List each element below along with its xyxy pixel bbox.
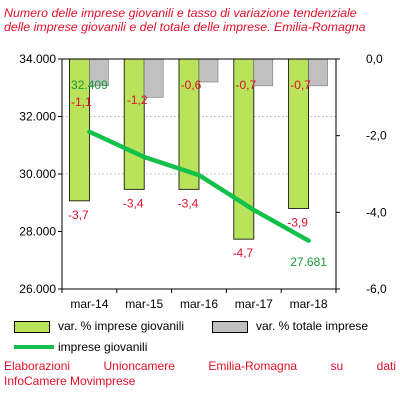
legend-swatch-line	[14, 345, 54, 349]
chart-title: Numero delle imprese giovanili e tasso d…	[4, 6, 396, 34]
legend-label-green: var. % imprese giovanili	[58, 319, 185, 333]
left-tick-label-3: 32.000	[19, 110, 56, 124]
green-bar-label-mar-18: -3,9	[287, 216, 308, 230]
green-bar-label-mar-15: -3,4	[123, 196, 144, 210]
legend-item-grey: var. % totale imprese	[212, 319, 400, 335]
legend-label-grey: var. % totale imprese	[256, 319, 369, 333]
grey-bar-label-mar-15: -1,2	[127, 93, 148, 107]
grey-bar-label-mar-14: -1,1	[71, 95, 92, 109]
title-line-2: delle imprese giovanili e del totale del…	[4, 20, 366, 34]
x-label-mar-15: mar-15	[125, 297, 163, 311]
left-tick-label-1: 28.000	[19, 225, 56, 239]
grey-bar-label-mar-17: -0,7	[235, 78, 256, 92]
bar-green-mar-15	[123, 58, 145, 190]
x-label-mar-14: mar-14	[70, 297, 108, 311]
title-line-1: Numero delle imprese giovanili e tasso d…	[4, 6, 357, 20]
bars	[69, 58, 328, 240]
left-tick-label-4: 34.000	[19, 52, 56, 66]
legend-item-green: var. % imprese giovanili	[14, 319, 214, 335]
bar-grey-mar-18	[308, 58, 328, 87]
line-label-last: 27.681	[290, 255, 327, 269]
line-series	[87, 129, 311, 243]
source-note: Elaborazioni Unioncamere Emilia-Romagna …	[4, 359, 396, 389]
right-tick-label-3: 0,0	[366, 52, 383, 66]
right-tick-label-1: -4,0	[366, 205, 387, 219]
data-labels: -3,7 -3,4 -3,4 -4,7 -3,9 -1,1 -1,2 -0,6 -0,7 -0,7…	[68, 78, 327, 269]
x-label-mar-18: mar-18	[290, 297, 328, 311]
source-line-1: Elaborazioni Unioncamere Emilia-Romagna …	[4, 359, 396, 373]
bar-grey-mar-15	[143, 58, 164, 98]
left-tick-label-2: 30.000	[19, 167, 56, 181]
legend-label-line: imprese giovanili	[58, 340, 148, 354]
bar-grey-mar-16	[198, 58, 219, 83]
axes: 26.000 28.000 30.000 32.000 34.000 -6,0 -4,0 -2…	[19, 52, 387, 311]
legend-swatch-green	[14, 321, 50, 333]
green-bar-label-mar-14: -3,7	[68, 208, 89, 222]
green-bar-label-mar-17: -4,7	[232, 246, 253, 260]
legend: var. % imprese giovanili var. % totale i…	[14, 319, 400, 359]
right-tick-label-0: -6,0	[366, 282, 387, 296]
grey-bar-label-mar-16: -0,6	[181, 78, 202, 92]
x-label-mar-16: mar-16	[180, 297, 218, 311]
chart: 26.000 28.000 30.000 32.000 34.000 -6,0 -4,0 -2…	[19, 52, 387, 311]
legend-swatch-grey	[212, 321, 248, 333]
right-tick-label-2: -2,0	[366, 129, 387, 143]
x-label-mar-17: mar-17	[235, 297, 273, 311]
legend-item-line: imprese giovanili	[14, 340, 214, 356]
source-line-2: InfoCamere Movimprese	[4, 374, 136, 388]
bar-grey-mar-17	[253, 58, 274, 87]
line-label-first: 32.409	[71, 78, 108, 92]
left-tick-label-0: 26.000	[19, 282, 56, 296]
grey-bar-label-mar-18: -0,7	[290, 78, 311, 92]
green-bar-label-mar-16: -3,4	[178, 196, 199, 210]
